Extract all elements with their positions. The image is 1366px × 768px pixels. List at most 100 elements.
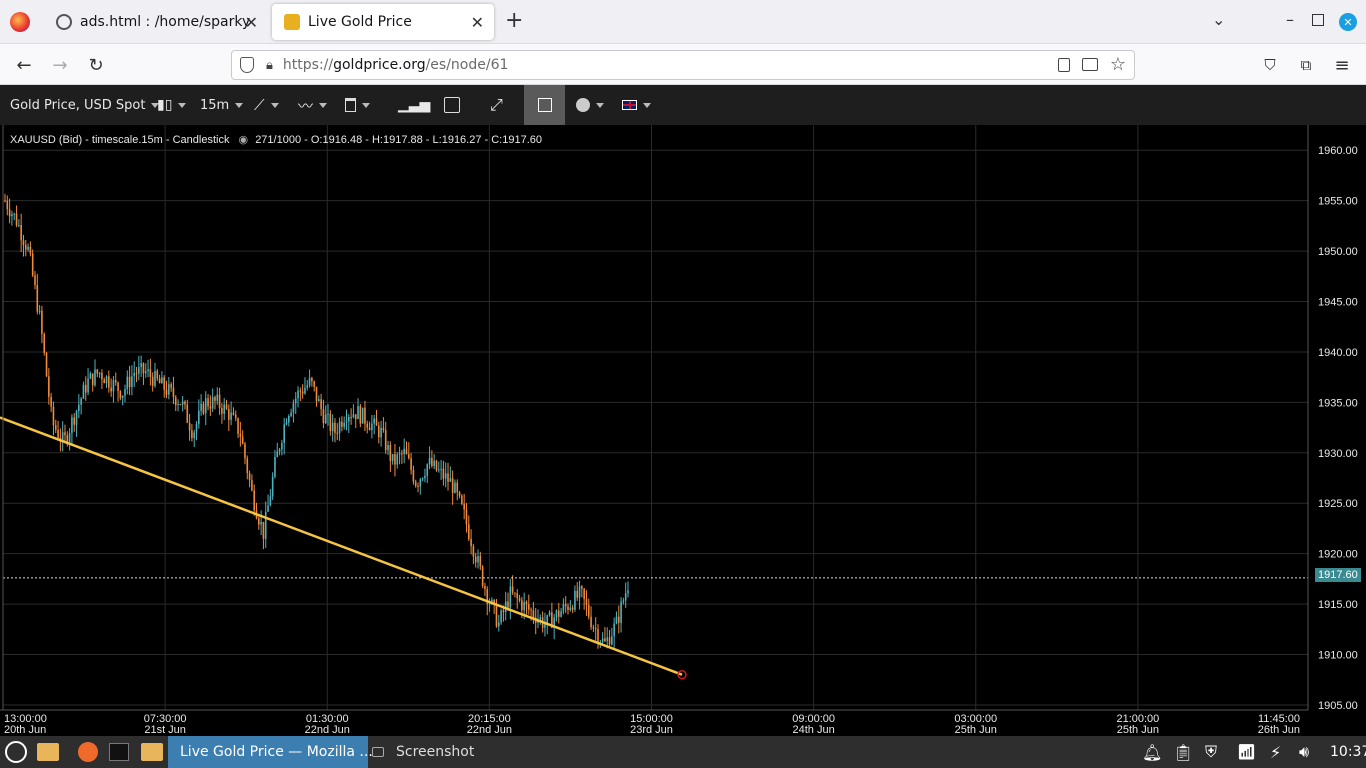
candles	[4, 193, 629, 649]
close-window-icon[interactable]: ✕	[1339, 13, 1357, 31]
candle-body	[412, 469, 415, 482]
candle-body	[91, 373, 94, 386]
delete-select[interactable]	[345, 85, 370, 125]
firefox-menu-icon[interactable]	[10, 12, 30, 32]
browser-tab-bar: ads.html : /home/sparkypen ✕ Live Gold P…	[0, 0, 1366, 44]
candle-body	[327, 413, 329, 415]
extensions-icon[interactable]: ⧉	[1300, 56, 1312, 74]
candle-body	[244, 443, 246, 459]
y-tick-label: 1905.00	[1318, 700, 1358, 712]
candle-body	[419, 479, 422, 487]
candle-body	[96, 369, 99, 374]
candle-body	[78, 404, 80, 411]
timeframe-select[interactable]: 15m	[200, 85, 244, 125]
fit-chart-icon	[537, 98, 552, 112]
volume-toggle-button[interactable]: ▁▃▅	[398, 85, 430, 125]
back-icon[interactable]: ←	[16, 54, 32, 76]
candle-body	[121, 395, 124, 398]
candle-body	[165, 389, 168, 395]
close-tab-icon[interactable]: ✕	[244, 12, 258, 32]
candle-body	[511, 586, 514, 593]
crosshair-button[interactable]	[444, 85, 460, 125]
maximize-icon[interactable]	[1312, 14, 1324, 26]
theme-select[interactable]	[576, 85, 604, 125]
list-tabs-icon[interactable]: ⌄	[1212, 10, 1226, 29]
folder-icon[interactable]	[141, 736, 163, 768]
candle-body	[264, 511, 267, 539]
candle-body	[532, 610, 535, 618]
bookmark-star-icon[interactable]: ☆	[1109, 54, 1126, 75]
candle-body	[31, 253, 34, 276]
candle-body	[371, 423, 373, 431]
files-icon[interactable]	[37, 736, 59, 768]
x-tick-date: 25th Jun	[955, 724, 997, 736]
url-text[interactable]: https://goldprice.org/es/node/61	[283, 57, 508, 73]
candle-body	[20, 225, 22, 241]
price-chart[interactable]: 1960.00 1955.00 1950.00 1945.00 1940.00 1935.…	[0, 125, 1366, 736]
candle-body	[18, 225, 20, 227]
x-tick-time: 11:45:00	[1258, 713, 1300, 725]
terminal-icon[interactable]	[109, 736, 129, 768]
candle-body	[232, 412, 235, 415]
candle-body	[417, 485, 419, 487]
candle-body	[373, 418, 375, 424]
candle-body	[8, 209, 11, 217]
close-tab-icon[interactable]: ✕	[470, 12, 484, 32]
candle-body	[140, 363, 142, 367]
candle-body	[66, 435, 69, 443]
reload-icon[interactable]: ↻	[88, 54, 104, 76]
eye-icon[interactable]: ◉	[238, 134, 249, 146]
candle-body	[285, 422, 288, 425]
candle-body	[620, 601, 622, 623]
update-shield-icon[interactable]: ⛨	[1205, 742, 1218, 761]
language-select[interactable]	[622, 85, 651, 125]
chart-type-select[interactable]: ▮▯	[157, 85, 187, 125]
lock-icon[interactable]: 🔒︎	[266, 57, 273, 73]
shield-icon[interactable]	[240, 57, 254, 73]
clipboard-icon[interactable]: 📋︎	[1173, 742, 1194, 762]
candle-body	[564, 604, 567, 607]
minimize-icon[interactable]: –	[1286, 10, 1294, 29]
volume-icon[interactable]: 🔊︎	[1299, 742, 1310, 761]
candle-body	[80, 398, 82, 405]
tab-live-gold-price[interactable]: Live Gold Price ✕	[272, 4, 494, 40]
notifications-icon[interactable]: 🔔︎	[1142, 742, 1163, 762]
chevron-down-icon	[235, 102, 244, 108]
url-bar[interactable]: 🔒︎ https://goldprice.org/es/node/61 ☆	[231, 50, 1135, 80]
pocket-icon[interactable]: ⛉	[1264, 56, 1276, 74]
indicators-select[interactable]: 〰	[298, 85, 328, 125]
timeframe-label: 15m	[200, 97, 230, 113]
picture-in-picture-icon[interactable]	[1082, 58, 1098, 71]
chart-canvas[interactable]: 1960.00 1955.00 1950.00 1945.00 1940.00 1935.…	[0, 125, 1366, 736]
tab-ads[interactable]: ads.html : /home/sparkypen ✕	[44, 4, 268, 40]
reader-view-icon[interactable]	[1058, 58, 1070, 72]
candle-body	[583, 588, 585, 600]
fullscreen-button[interactable]: ⤢	[490, 85, 503, 125]
candle-body	[509, 586, 512, 608]
fit-chart-button[interactable]	[524, 85, 565, 125]
candle-body	[297, 390, 299, 399]
power-icon[interactable]: ⚡︎	[1270, 742, 1282, 762]
candle-body	[126, 376, 129, 390]
wifi-icon[interactable]: 📶︎	[1237, 743, 1257, 761]
instrument-select[interactable]: Gold Price, USD Spot	[10, 85, 160, 125]
candle-body	[41, 310, 43, 335]
candle-body	[378, 425, 380, 438]
candle-body	[359, 406, 362, 424]
new-tab-button[interactable]: +	[505, 8, 524, 33]
fullscreen-icon: ⤢	[490, 95, 503, 114]
hamburger-menu-icon[interactable]: ≡	[1334, 54, 1350, 76]
candle-body	[50, 396, 52, 407]
firefox-launcher-icon[interactable]	[78, 736, 98, 768]
candle-body	[484, 586, 486, 589]
candle-body	[71, 417, 73, 433]
candle-body	[218, 394, 221, 408]
taskbar-window-firefox[interactable]: Live Gold Price — Mozilla ...	[168, 736, 373, 768]
start-menu-icon[interactable]	[5, 736, 27, 768]
clock[interactable]: 10:37	[1330, 744, 1366, 760]
taskbar-window-screenshot[interactable]: Screenshot	[372, 736, 474, 768]
forward-icon[interactable]: →	[52, 54, 68, 76]
candle-body	[103, 379, 106, 384]
draw-line-select[interactable]: ⟋	[254, 85, 279, 125]
candle-body	[267, 505, 269, 512]
